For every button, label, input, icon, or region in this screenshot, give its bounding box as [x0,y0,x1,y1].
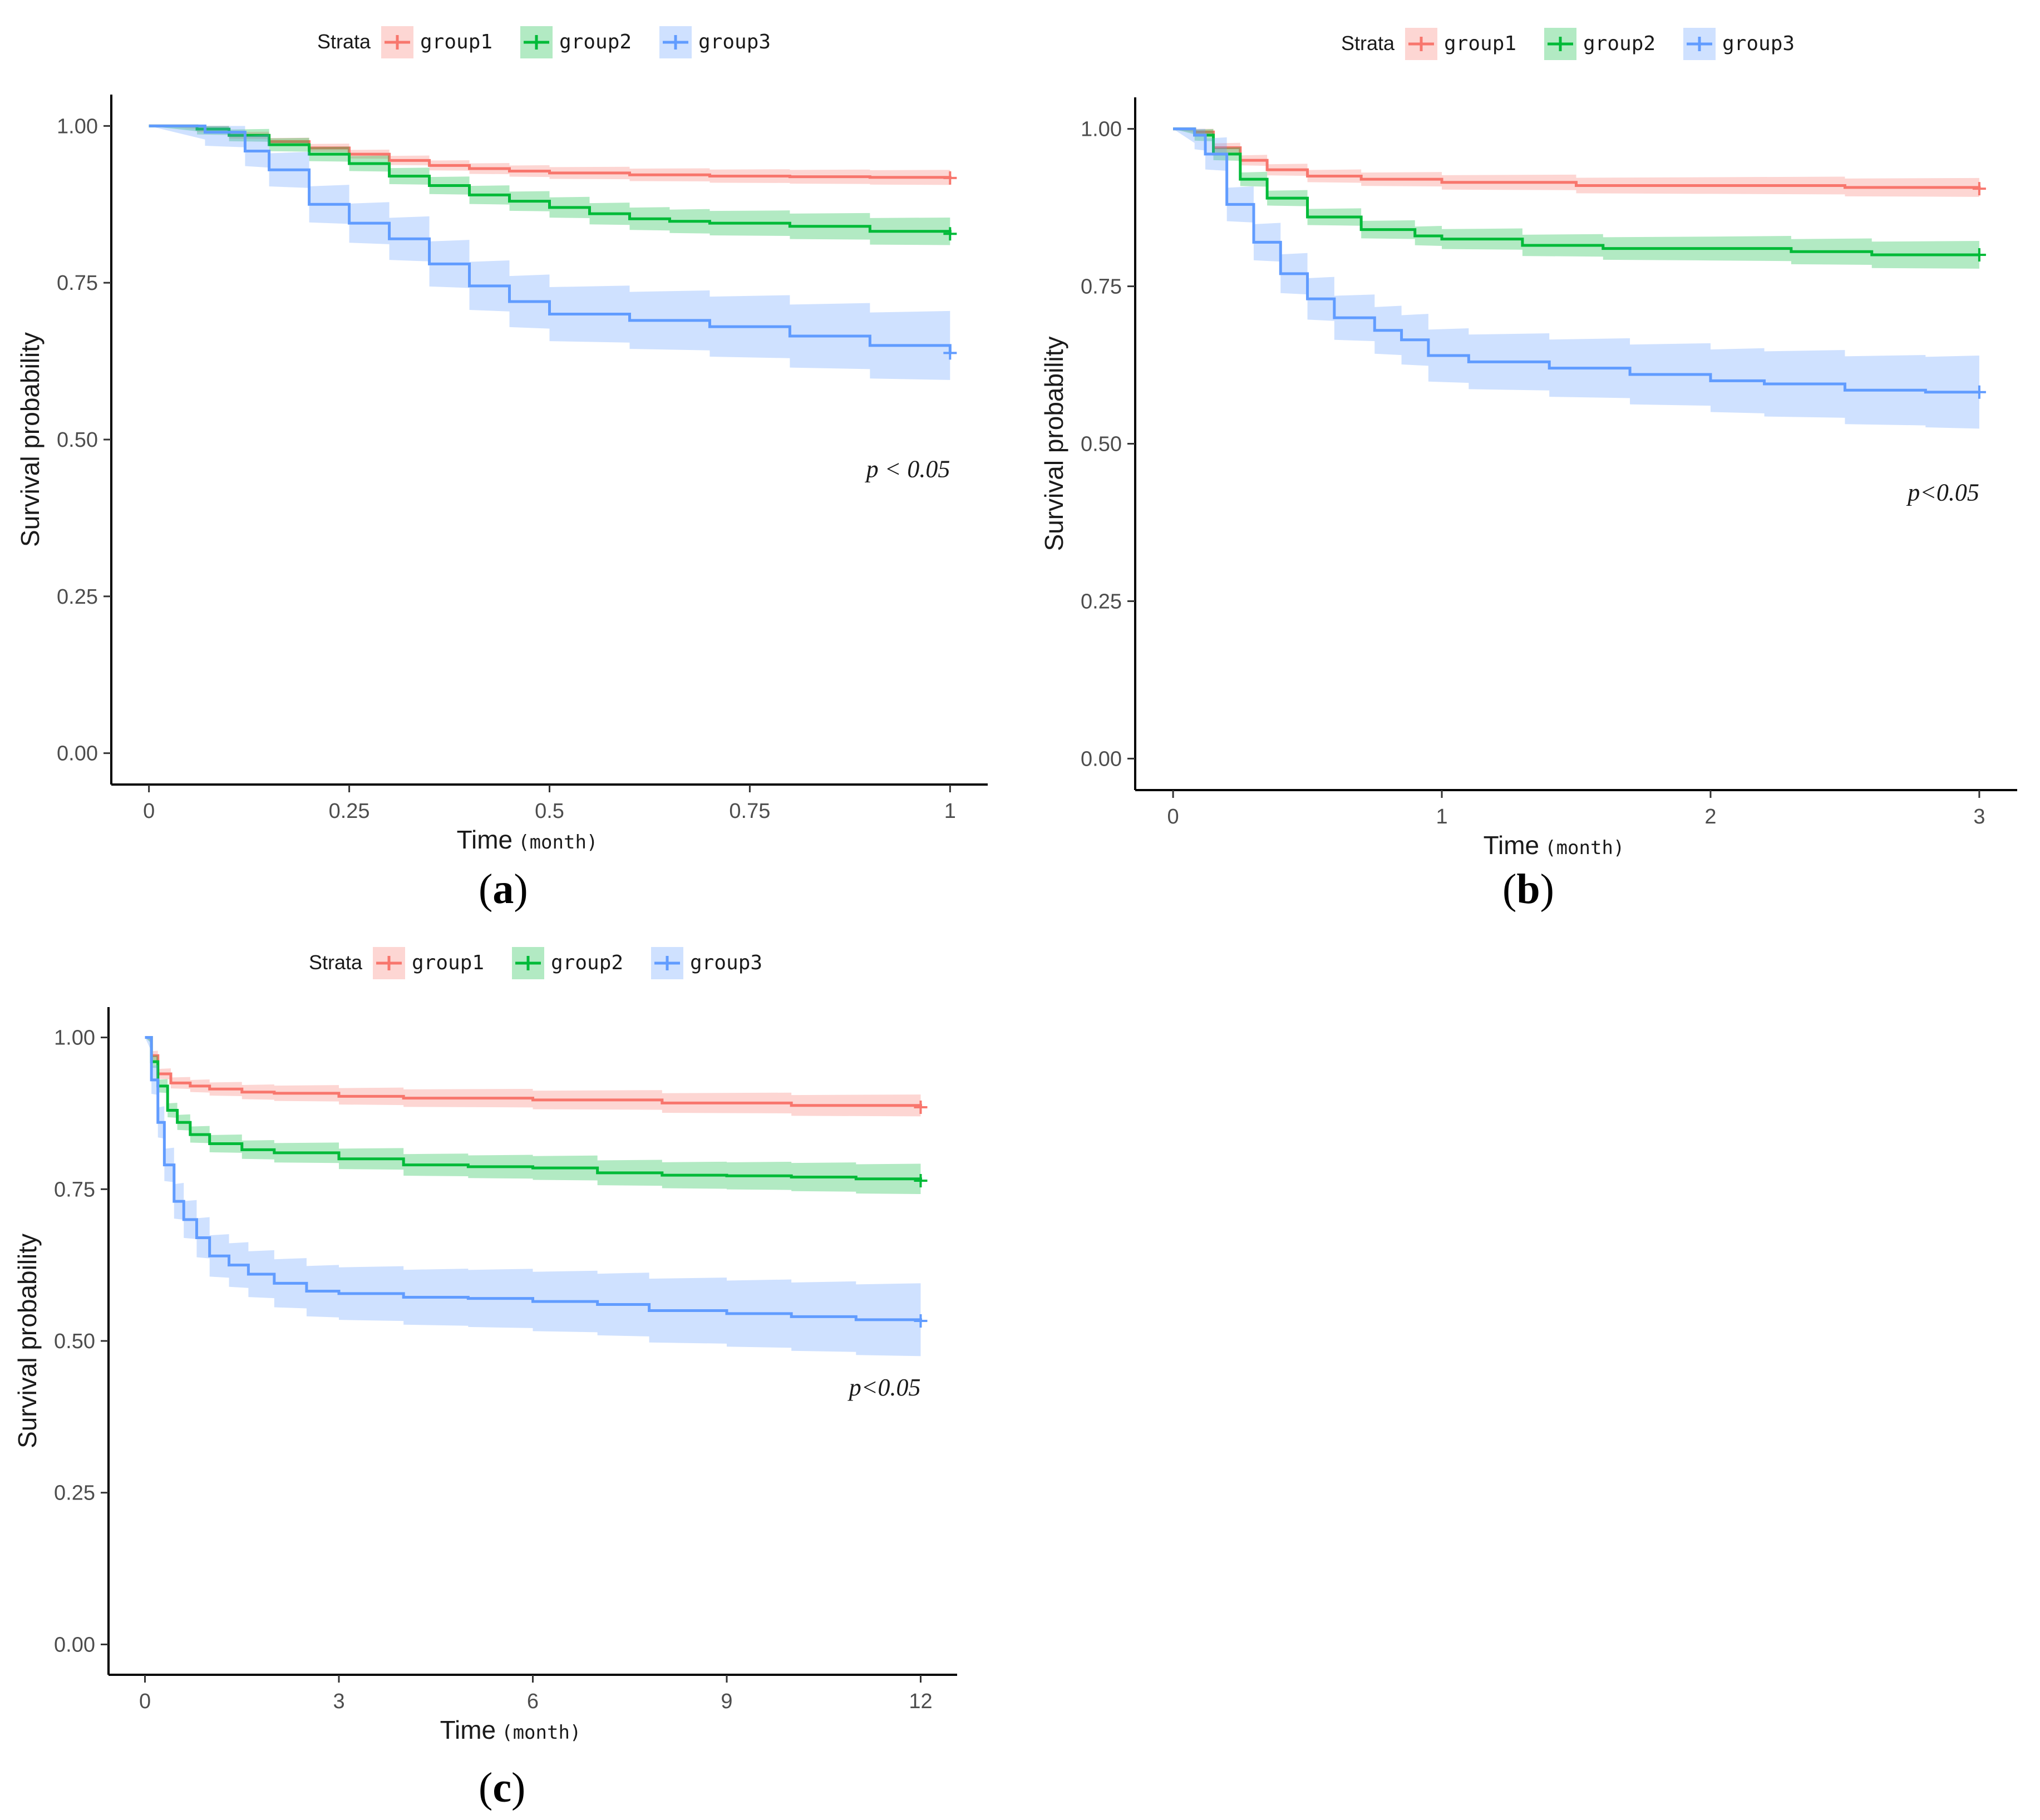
legend-label-group1: group1 [412,951,484,974]
panel-label-a-text: a [492,866,514,913]
group2-confidence-band [1173,129,1979,269]
group1-survival-line [145,1036,922,1107]
panel-label-a: (a) [479,866,528,913]
y-tick-label: 0.50 [1081,433,1122,456]
y-tick-label: 0.25 [54,1482,95,1505]
x-axis-title: Time (month) [440,1715,582,1744]
y-tick-label: 0.25 [1081,590,1122,613]
y-axis-title: Survival probability [13,1234,42,1448]
group2-censor-mark [914,1174,928,1187]
legend: Strata group1 group2 group3 [1341,28,1795,60]
group1-censor-mark [914,1101,928,1114]
y-tick-label: 0.00 [57,742,98,766]
x-tick-label: 3 [333,1690,344,1713]
group2-censor-mark [943,227,957,241]
p-value-annotation: p<0.05 [847,1374,921,1401]
group2-survival-line [145,1036,922,1181]
legend-symbol-group3 [1687,37,1712,51]
y-tick-label: 0.25 [57,585,98,609]
x-axis-title: Time (month) [1484,831,1625,860]
legend-title: Strata [317,30,371,53]
chart-b-svg: 0.00 0.25 0.50 0.75 1.00 0 1 2 3 Time (month) Survi… [1039,28,2017,860]
group3-censor-mark [1972,385,1986,399]
panel-label-b: (b) [1502,866,1554,913]
legend-label-group3: group3 [1722,32,1795,55]
y-tick-label: 1.00 [1081,118,1122,141]
x-tick-label: 1 [1436,805,1447,828]
x-tick-label: 0.75 [729,800,770,823]
group3-censor-mark [943,346,957,360]
legend-symbol-group2 [515,956,541,970]
legend-title: Strata [1341,32,1395,55]
x-tick-label: 0 [143,800,155,823]
x-tick-label: 1 [944,800,956,823]
legend-symbol-group1 [1408,37,1434,51]
legend-symbol-group3 [654,956,680,970]
chart-a-svg: 0.00 0.25 0.50 0.75 1.00 0 0.25 0.5 0.75 1 Time (mo… [16,26,988,854]
legend-symbol-group1 [376,956,402,970]
group2-censor-mark [1972,248,1986,262]
y-tick-label: 0.00 [54,1633,95,1656]
legend-title: Strata [309,951,363,974]
y-tick-label: 0.75 [1081,275,1122,299]
y-axis-title: Survival probability [16,332,45,547]
group1-censor-mark [943,171,957,185]
legend-label-group2: group2 [559,31,632,53]
p-value-annotation: p < 0.05 [865,456,950,483]
chart-c-svg: 0.00 0.25 0.50 0.75 1.00 0 3 6 9 12 Time (month) Sur… [13,947,957,1744]
legend-symbol-group1 [385,35,410,50]
y-tick-label: 0.75 [57,272,98,295]
group1-confidence-band [145,1037,921,1118]
y-tick-label: 0.50 [54,1330,95,1353]
p-value-annotation: p<0.05 [1906,479,1979,506]
x-tick-label: 3 [1973,805,1985,828]
group2-confidence-band [145,1037,921,1196]
legend: Strata group1 group2 group3 [309,947,762,979]
x-tick-label: 9 [721,1690,732,1713]
legend-label-group3: group3 [690,951,762,974]
panel-label-b-text: b [1516,866,1540,913]
panel-label-c-text: c [492,1764,512,1811]
legend-label-group2: group2 [551,951,623,974]
group3-survival-line [1173,127,1979,394]
legend-label-group3: group3 [698,31,771,53]
chart-panel-c: 0.00 0.25 0.50 0.75 1.00 0 3 6 9 12 Time (month) Sur… [0,918,1002,1753]
y-tick-label: 0.75 [54,1178,95,1201]
group3-confidence-band [1173,129,1979,429]
y-tick-label: 1.00 [57,115,98,138]
group3-confidence-band [145,1037,921,1358]
x-axis-title: Time (month) [457,825,598,854]
legend-label-group1: group1 [420,31,492,53]
legend: Strata group1 group2 group3 [317,26,771,58]
group3-survival-line [145,1036,922,1321]
group2-survival-line [149,124,952,234]
group1-confidence-band [149,126,950,186]
y-tick-label: 0.00 [1081,747,1122,771]
x-tick-label: 12 [909,1690,932,1713]
x-tick-label: 6 [527,1690,539,1713]
x-tick-label: 2 [1704,805,1716,828]
x-tick-label: 0.5 [535,800,564,823]
x-tick-label: 0 [139,1690,151,1713]
group3-survival-line [149,124,952,353]
legend-symbol-group2 [1548,37,1573,51]
chart-panel-b: 0.00 0.25 0.50 0.75 1.00 0 1 2 3 Time (month) Survi… [1024,0,2040,868]
y-axis-title: Survival probability [1039,336,1068,551]
legend-label-group1: group1 [1444,32,1516,55]
group1-censor-mark [1972,182,1986,196]
group3-censor-mark [914,1314,928,1328]
y-tick-label: 0.50 [57,428,98,452]
legend-label-group2: group2 [1583,32,1655,55]
group3-confidence-band [149,126,950,388]
chart-panel-a: 0.00 0.25 0.50 0.75 1.00 0 0.25 0.5 0.75 1 Time (mo… [0,0,1002,868]
legend-symbol-group3 [663,35,688,50]
group1-confidence-band [1173,129,1979,199]
x-tick-label: 0 [1167,805,1179,828]
x-tick-label: 0.25 [329,800,370,823]
legend-symbol-group2 [524,35,549,50]
y-tick-label: 1.00 [54,1027,95,1050]
panel-label-c: (c) [479,1764,526,1811]
